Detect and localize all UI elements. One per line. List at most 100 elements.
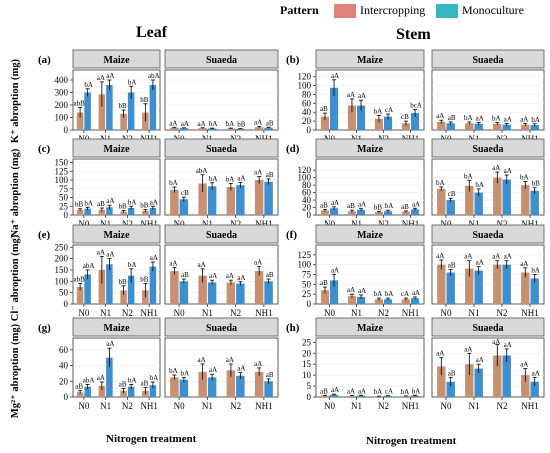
bar-g-maize-n2-intercropping (120, 390, 127, 397)
sig-label-e-suaeda: aB (181, 271, 189, 279)
sig-label-g-suaeda: aB (266, 371, 274, 379)
sig-label-a-maize: bA (128, 78, 137, 86)
sig-label-h-maize: bA (374, 388, 383, 396)
y-tick-label-d: 120 (298, 165, 312, 175)
x-tick-label-d-suaeda: N2 (497, 219, 508, 229)
sig-label-g-maize: bA (150, 374, 159, 382)
x-tick-label-g-suaeda: NH1 (255, 401, 273, 411)
sig-label-a-maize: abA (148, 72, 160, 80)
sig-label-c-suaeda: bA (226, 176, 235, 184)
sig-label-f-maize: bA (385, 290, 394, 298)
y-tick-label-c: 50 (59, 193, 69, 203)
y-tick-label-h: 10 (302, 370, 312, 380)
y-tick-label-g: 60 (59, 345, 69, 355)
y-tick-label-b: 20 (302, 116, 312, 126)
sig-label-h-suaeda: aA (532, 369, 540, 377)
bar-e-maize-n0-intercropping (76, 286, 84, 304)
x-tick-label-f-suaeda: N0 (441, 308, 452, 318)
sig-label-b-maize: aA (358, 92, 366, 100)
sig-label-g-maize: aB (119, 380, 127, 388)
strip-label-f-suaeda: Suaeda (472, 230, 503, 241)
sig-label-g-suaeda: bA (181, 369, 190, 377)
bar-e-maize-n2-monoculture (127, 275, 135, 304)
x-tick-label-f-maize: N1 (351, 308, 362, 318)
bar-d-maize-n1-monoculture (357, 209, 366, 215)
strip-d-maize (315, 138, 425, 158)
bar-d-maize-n1-intercropping (347, 211, 356, 215)
sig-label-b-suaeda: aA (436, 112, 444, 120)
sig-label-a-maize: bB (119, 102, 128, 110)
y-tick-label-h: 0 (307, 392, 312, 402)
strip-f-suaeda (431, 224, 545, 244)
sig-label-b-maize: cA (385, 106, 393, 114)
y-tick-label-g: 0 (64, 392, 69, 402)
bar-a-suaeda-n1-intercropping (198, 128, 207, 130)
sig-label-a-suaeda: bA (226, 120, 235, 128)
bar-a-maize-n0-intercropping (76, 112, 84, 130)
bar-a-suaeda-n2-intercropping (226, 128, 236, 130)
sig-label-g-suaeda: aA (237, 365, 245, 373)
sig-label-f-suaeda: aA (436, 252, 444, 260)
leaf-header: Leaf (136, 24, 168, 41)
bar-g-suaeda-n1-monoculture (207, 377, 217, 397)
bar-d-suaeda-n2-intercropping (493, 177, 502, 215)
x-tick-label-g-maize: NH1 (140, 401, 158, 411)
bar-c-suaeda-nh1-monoculture (264, 181, 273, 215)
bar-d-suaeda-n1-intercropping (465, 185, 474, 215)
panel-tag-f: (f) (286, 229, 297, 241)
x-tick-label-e-maize: N0 (78, 308, 89, 318)
bar-d-suaeda-n2-monoculture (502, 179, 511, 215)
sig-label-e-suaeda: aA (209, 272, 217, 280)
bar-c-maize-n1-monoculture (106, 207, 113, 215)
sig-label-f-maize: aA (331, 267, 339, 275)
strip-g-suaeda (164, 317, 279, 337)
sig-label-e-suaeda: aA (237, 274, 245, 282)
x-tick-label-g-maize: N2 (122, 401, 133, 411)
bar-g-suaeda-n2-intercropping (226, 370, 236, 397)
sig-label-f-suaeda: aA (504, 253, 512, 261)
sig-label-b-suaeda: aB (448, 114, 456, 122)
y-tick-label-e: 250 (55, 242, 69, 252)
y-tick-label-h: 20 (302, 348, 312, 358)
sig-label-e-maize: bB (119, 278, 128, 286)
sig-label-d-maize: bA (385, 202, 394, 210)
bar-g-suaeda-n2-monoculture (236, 375, 245, 397)
bar-b-maize-n2-intercropping (374, 118, 383, 130)
bar-f-suaeda-n1-monoculture (474, 270, 483, 304)
y-tick-label-d: 20 (302, 203, 312, 213)
panel-tag-a: (a) (38, 54, 51, 66)
bar-b-maize-n0-monoculture (330, 87, 339, 130)
strip-a-maize (72, 49, 161, 69)
bar-f-suaeda-n0-monoculture (446, 272, 455, 304)
bar-h-maize-n2-intercropping (374, 396, 383, 397)
x-tick-label-h-suaeda: NH1 (521, 401, 539, 411)
x-axis-title-right: Nitrogen treatment (366, 435, 457, 447)
y-tick-label-c: 125 (55, 166, 69, 176)
sig-label-e-suaeda: aA (254, 259, 262, 267)
bar-e-suaeda-n2-monoculture (236, 283, 245, 304)
y-tick-label-c: 25 (59, 201, 69, 211)
bar-c-suaeda-n0-intercropping (170, 189, 179, 215)
bar-a-suaeda-n1-monoculture (207, 128, 217, 130)
y-tick-label-a: 0 (64, 125, 69, 135)
y-tick-label-c: 150 (55, 158, 69, 168)
bar-c-suaeda-n1-intercropping (198, 183, 207, 215)
x-tick-label-d-suaeda: N1 (469, 219, 480, 229)
x-tick-label-f-maize: N2 (378, 308, 389, 318)
plot-frame-b-suaeda (431, 69, 545, 131)
sig-label-c-maize: bB (119, 202, 128, 210)
bar-d-maize-nh1-monoculture (411, 209, 420, 215)
bar-f-suaeda-n2-intercropping (493, 264, 502, 304)
x-tick-label-d-suaeda: NH1 (521, 219, 539, 229)
sig-label-h-suaeda: aA (520, 361, 528, 369)
bar-h-maize-nh1-monoculture (411, 395, 420, 397)
sig-label-e-maize: abB (73, 276, 85, 284)
strip-label-h-suaeda: Suaeda (472, 323, 503, 334)
bar-e-suaeda-n0-intercropping (170, 271, 179, 304)
bar-g-suaeda-n1-intercropping (198, 371, 207, 397)
sig-label-d-suaeda: bA (464, 172, 473, 180)
strip-label-c-maize: Maize (103, 144, 130, 155)
x-tick-label-c-maize: N2 (122, 219, 133, 229)
sig-label-h-maize: aA (358, 387, 366, 395)
sig-label-h-suaeda: aA (476, 356, 484, 364)
